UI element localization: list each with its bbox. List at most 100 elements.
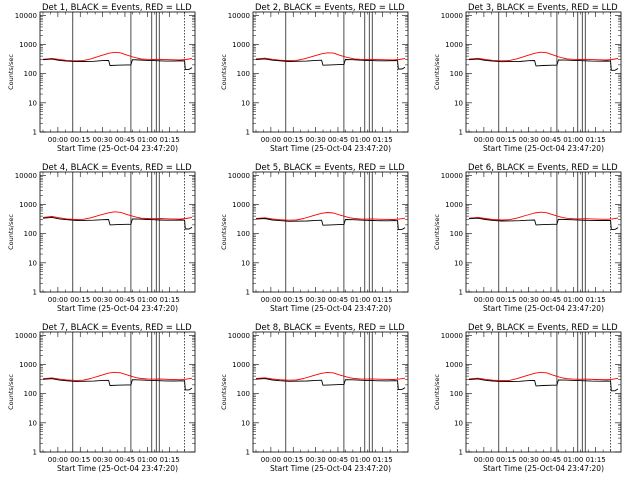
x-tick-label: 00:30 (519, 296, 539, 304)
y-tick-label: 10 (241, 259, 250, 267)
y-axis-label: Counts/sec (433, 54, 441, 90)
series-lld (255, 212, 406, 221)
x-tick-label: 00:30 (306, 296, 326, 304)
chart-title: Det 6, BLACK = Events, RED = LLD (468, 163, 618, 173)
x-tick-label: 00:30 (519, 136, 539, 144)
x-tick-label: 00:00 (261, 456, 281, 464)
y-tick-label: 10 (454, 259, 463, 267)
x-axis-label: Start Time (25-Oct-04 23:47:20) (270, 144, 391, 153)
y-tick-label: 10000 (228, 172, 250, 180)
series-events (42, 378, 193, 391)
chart-title: Det 2, BLACK = Events, RED = LLD (255, 3, 405, 13)
series-lld (42, 51, 193, 62)
y-tick-label: 10000 (228, 332, 250, 340)
y-tick-label: 1000 (445, 361, 463, 369)
x-tick-label: 01:00 (350, 136, 370, 144)
x-tick-label: 00:45 (115, 456, 135, 464)
y-tick-label: 100 (450, 70, 463, 78)
series-events (468, 217, 619, 230)
chart-det-2: Det 2, BLACK = Events, RED = LLD 1 10 100 10… (220, 3, 409, 153)
x-tick-label: 00:45 (115, 136, 135, 144)
chart-det-3: Det 3, BLACK = Events, RED = LLD 1 10 100 10… (433, 3, 622, 153)
x-tick-label: 00:15 (70, 296, 90, 304)
chart-title: Det 9, BLACK = Events, RED = LLD (468, 323, 618, 333)
x-tick-label: 01:15 (373, 296, 393, 304)
y-tick-label: 1 (246, 129, 250, 137)
x-axis-label: Start Time (25-Oct-04 23:47:20) (483, 304, 604, 313)
x-tick-label: 00:15 (70, 456, 90, 464)
x-tick-label: 01:15 (373, 136, 393, 144)
y-axis-label: Counts/sec (220, 374, 228, 410)
y-tick-label: 10 (241, 99, 250, 107)
y-tick-label: 1000 (19, 361, 37, 369)
chart-title: Det 7, BLACK = Events, RED = LLD (42, 323, 192, 333)
x-tick-label: 01:15 (160, 456, 180, 464)
x-axis-label: Start Time (25-Oct-04 23:47:20) (483, 144, 604, 153)
y-tick-label: 10000 (228, 12, 250, 20)
y-tick-label: 10 (241, 419, 250, 427)
y-tick-label: 1 (33, 289, 37, 297)
series-events (42, 216, 193, 230)
x-tick-label: 01:15 (586, 136, 606, 144)
y-tick-label: 10000 (441, 332, 463, 340)
y-tick-label: 1000 (232, 361, 250, 369)
x-tick-label: 01:00 (137, 456, 157, 464)
y-tick-label: 100 (450, 390, 463, 398)
series-lld (42, 371, 193, 381)
chart-det-4: Det 4, BLACK = Events, RED = LLD 1 10 100 10… (7, 163, 196, 313)
chart-title: Det 5, BLACK = Events, RED = LLD (255, 163, 405, 173)
x-tick-label: 00:45 (115, 296, 135, 304)
x-tick-label: 00:45 (328, 136, 348, 144)
x-axis-label: Start Time (25-Oct-04 23:47:20) (57, 464, 178, 473)
x-tick-label: 00:30 (93, 136, 113, 144)
chart-title: Det 8, BLACK = Events, RED = LLD (255, 323, 405, 333)
y-axis-label: Counts/sec (7, 374, 15, 410)
x-tick-label: 00:15 (283, 456, 303, 464)
x-axis-label: Start Time (25-Oct-04 23:47:20) (270, 304, 391, 313)
x-tick-label: 00:00 (261, 136, 281, 144)
y-tick-label: 1000 (19, 41, 37, 49)
series-events (255, 218, 406, 230)
y-tick-label: 100 (24, 70, 37, 78)
x-tick-label: 01:00 (563, 136, 583, 144)
y-tick-label: 10000 (15, 12, 37, 20)
series-events (255, 378, 406, 390)
y-tick-label: 100 (237, 230, 250, 238)
y-tick-label: 1000 (19, 201, 37, 209)
y-axis-label: Counts/sec (7, 54, 15, 90)
x-tick-label: 01:00 (350, 296, 370, 304)
y-tick-label: 100 (237, 70, 250, 78)
x-tick-label: 01:00 (563, 296, 583, 304)
y-tick-label: 100 (24, 390, 37, 398)
y-axis-label: Counts/sec (433, 214, 441, 250)
y-tick-label: 1000 (445, 201, 463, 209)
series-events (255, 58, 406, 70)
x-tick-label: 01:00 (137, 296, 157, 304)
y-tick-label: 10 (28, 259, 37, 267)
x-axis-label: Start Time (25-Oct-04 23:47:20) (57, 304, 178, 313)
x-tick-label: 00:15 (496, 136, 516, 144)
y-axis-label: Counts/sec (433, 374, 441, 410)
chart-title: Det 4, BLACK = Events, RED = LLD (42, 163, 192, 173)
series-lld (255, 52, 406, 62)
y-axis-label: Counts/sec (220, 214, 228, 250)
x-tick-label: 01:15 (373, 456, 393, 464)
y-tick-label: 100 (237, 390, 250, 398)
y-tick-label: 1 (459, 289, 463, 297)
y-tick-label: 10 (28, 419, 37, 427)
y-tick-label: 100 (450, 230, 463, 238)
x-tick-label: 01:15 (586, 456, 606, 464)
chart-det-6: Det 6, BLACK = Events, RED = LLD 1 10 100 10… (433, 163, 622, 313)
y-tick-label: 10 (28, 99, 37, 107)
y-tick-label: 10000 (15, 332, 37, 340)
x-tick-label: 00:15 (283, 296, 303, 304)
x-tick-label: 00:45 (541, 136, 561, 144)
x-tick-label: 00:45 (328, 296, 348, 304)
x-tick-label: 00:30 (306, 136, 326, 144)
chart-det-5: Det 5, BLACK = Events, RED = LLD 1 10 100 10… (220, 163, 409, 313)
series-lld (42, 211, 193, 220)
chart-title: Det 1, BLACK = Events, RED = LLD (42, 3, 192, 13)
y-tick-label: 1 (33, 129, 37, 137)
